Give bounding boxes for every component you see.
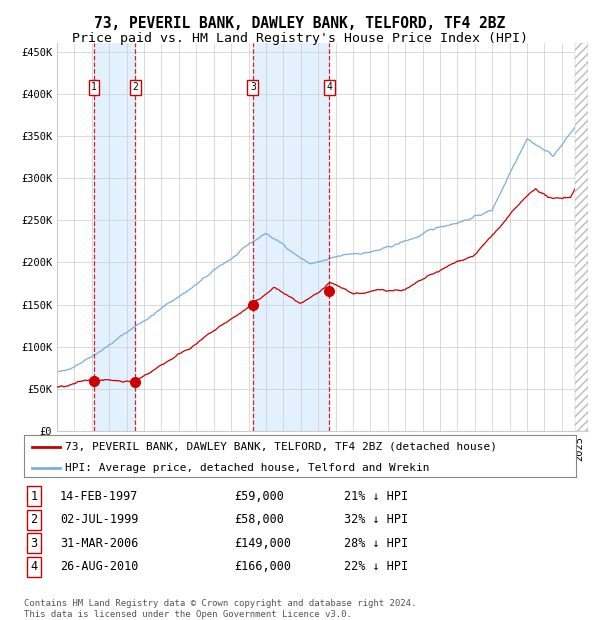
Text: £149,000: £149,000: [234, 537, 291, 550]
Text: 4: 4: [326, 82, 332, 92]
Text: 3: 3: [31, 537, 37, 550]
Text: 22% ↓ HPI: 22% ↓ HPI: [344, 560, 408, 574]
Text: £166,000: £166,000: [234, 560, 291, 574]
Text: Price paid vs. HM Land Registry's House Price Index (HPI): Price paid vs. HM Land Registry's House …: [72, 32, 528, 45]
Text: 1: 1: [31, 490, 37, 503]
Text: 2: 2: [133, 82, 138, 92]
Text: 2: 2: [31, 513, 37, 526]
Text: 02-JUL-1999: 02-JUL-1999: [60, 513, 138, 526]
Text: 21% ↓ HPI: 21% ↓ HPI: [344, 490, 408, 503]
Text: 3: 3: [250, 82, 256, 92]
Text: 73, PEVERIL BANK, DAWLEY BANK, TELFORD, TF4 2BZ (detached house): 73, PEVERIL BANK, DAWLEY BANK, TELFORD, …: [65, 441, 497, 451]
Text: 1: 1: [91, 82, 97, 92]
Text: 14-FEB-1997: 14-FEB-1997: [60, 490, 138, 503]
Polygon shape: [575, 43, 588, 431]
Text: £58,000: £58,000: [234, 513, 284, 526]
Text: £59,000: £59,000: [234, 490, 284, 503]
Text: 31-MAR-2006: 31-MAR-2006: [60, 537, 138, 550]
Text: 4: 4: [31, 560, 37, 574]
Text: 26-AUG-2010: 26-AUG-2010: [60, 560, 138, 574]
Text: HPI: Average price, detached house, Telford and Wrekin: HPI: Average price, detached house, Telf…: [65, 463, 430, 473]
Bar: [94, 43, 136, 431]
Text: Contains HM Land Registry data © Crown copyright and database right 2024.
This d: Contains HM Land Registry data © Crown c…: [24, 600, 416, 619]
Bar: [253, 43, 329, 431]
Text: 73, PEVERIL BANK, DAWLEY BANK, TELFORD, TF4 2BZ: 73, PEVERIL BANK, DAWLEY BANK, TELFORD, …: [94, 16, 506, 31]
Text: 32% ↓ HPI: 32% ↓ HPI: [344, 513, 408, 526]
Text: 28% ↓ HPI: 28% ↓ HPI: [344, 537, 408, 550]
